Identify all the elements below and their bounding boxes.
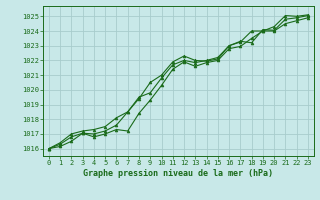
X-axis label: Graphe pression niveau de la mer (hPa): Graphe pression niveau de la mer (hPa) (84, 169, 273, 178)
